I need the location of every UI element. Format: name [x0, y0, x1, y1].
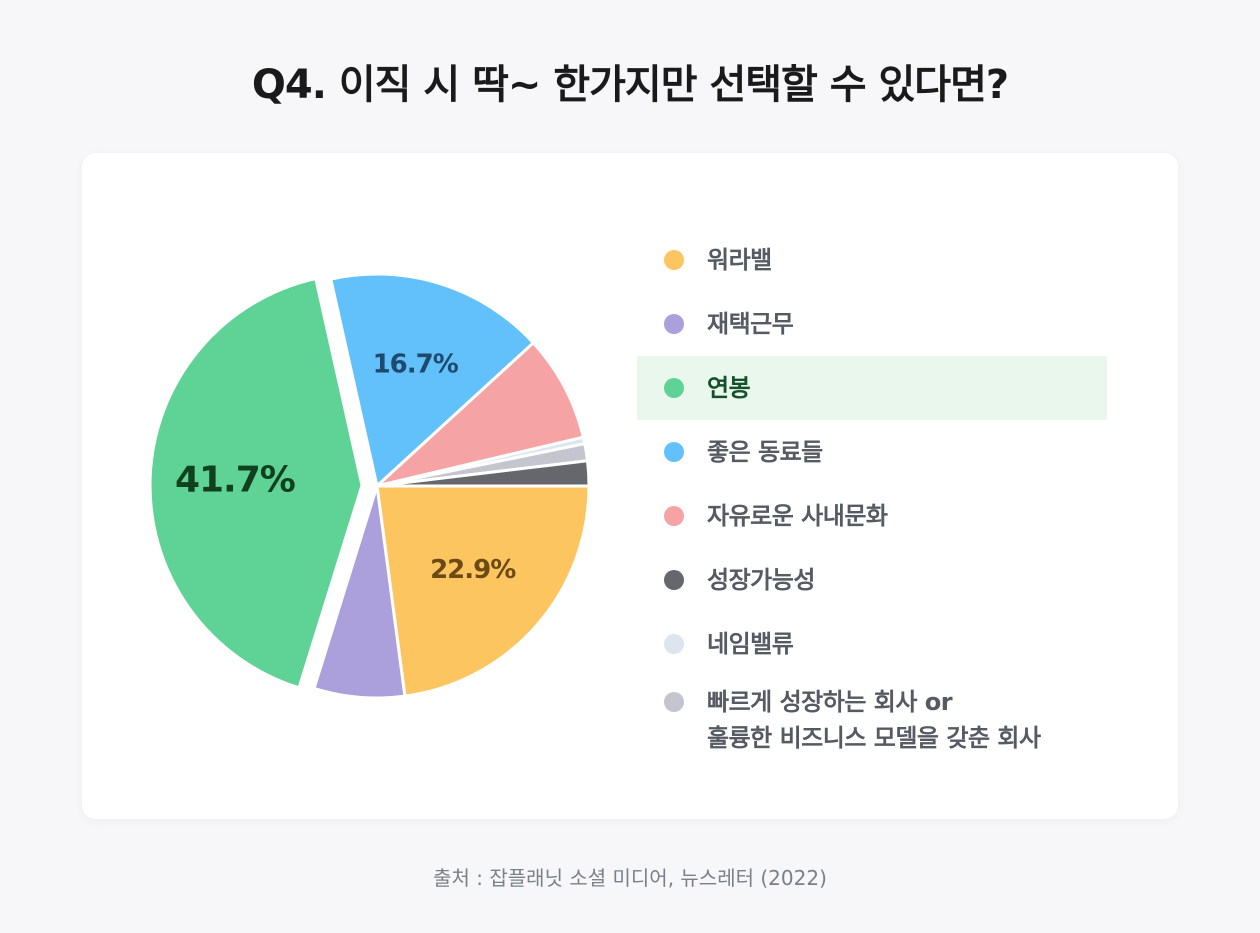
slice-data-label: 22.9% [430, 555, 516, 585]
pie-slice [375, 459, 591, 488]
legend-swatch [664, 442, 684, 462]
pie-slice [312, 484, 407, 700]
legend-swatch [664, 314, 684, 334]
legend-label: 빠르게 성장하는 회사 or 훌륭한 비즈니스 모델을 갖춘 회사 [707, 684, 1041, 756]
slice-data-label: 41.7% [175, 460, 295, 501]
legend-swatch [664, 506, 684, 526]
legend-label: 연봉 [707, 374, 751, 402]
legend-item-colleagues: 좋은 동료들 [637, 420, 1107, 484]
legend-swatch [664, 378, 684, 398]
chart-title: Q4. 이직 시 딱~ 한가지만 선택할 수 있다면? [251, 62, 1009, 108]
slice-data-label: 16.7% [373, 350, 459, 380]
legend-label: 자유로운 사내문화 [707, 502, 888, 530]
pie-slice [329, 272, 535, 488]
legend-item-culture: 자유로운 사내문화 [637, 484, 1107, 548]
legend-swatch [664, 570, 684, 590]
legend-label: 좋은 동료들 [707, 438, 823, 466]
source-note: 출처 : 잡플래닛 소셜 미디어, 뉴스레터 (2022) [433, 866, 827, 890]
pie-chart: 22.9% 41.7% 16.7% [148, 272, 591, 700]
legend-item-remote: 재택근무 [637, 292, 1107, 356]
legend-swatch [664, 250, 684, 270]
legend-label: 성장가능성 [707, 566, 815, 594]
legend-label-line1: 빠르게 성장하는 회사 or [707, 688, 953, 716]
pie-slice [375, 341, 585, 488]
legend-item-salary: 연봉 [637, 356, 1107, 420]
pie-slice [375, 484, 591, 698]
legend-swatch [664, 634, 684, 654]
legend-item-growing-company: 빠르게 성장하는 회사 or 훌륭한 비즈니스 모델을 갖춘 회사 [637, 676, 1107, 766]
legend-item-name-value: 네임밸류 [637, 612, 1107, 676]
legend: 워라밸 재택근무 연봉 좋은 동료들 자유로운 사내문화 성장가능성 네임밸류 [637, 228, 1107, 766]
legend-item-worklife: 워라밸 [637, 228, 1107, 292]
legend-label: 재택근무 [707, 310, 794, 338]
legend-swatch [664, 692, 684, 712]
legend-label: 네임밸류 [707, 630, 794, 658]
legend-label-line2: 훌륭한 비즈니스 모델을 갖춘 회사 [707, 724, 1041, 752]
pie-slice [148, 276, 364, 690]
legend-label: 워라밸 [707, 246, 772, 274]
legend-item-growth-potential: 성장가능성 [637, 548, 1107, 612]
chart-card: 22.9% 41.7% 16.7% 워라밸 재택근무 연봉 좋은 동료들 자유로운 … [82, 153, 1178, 819]
